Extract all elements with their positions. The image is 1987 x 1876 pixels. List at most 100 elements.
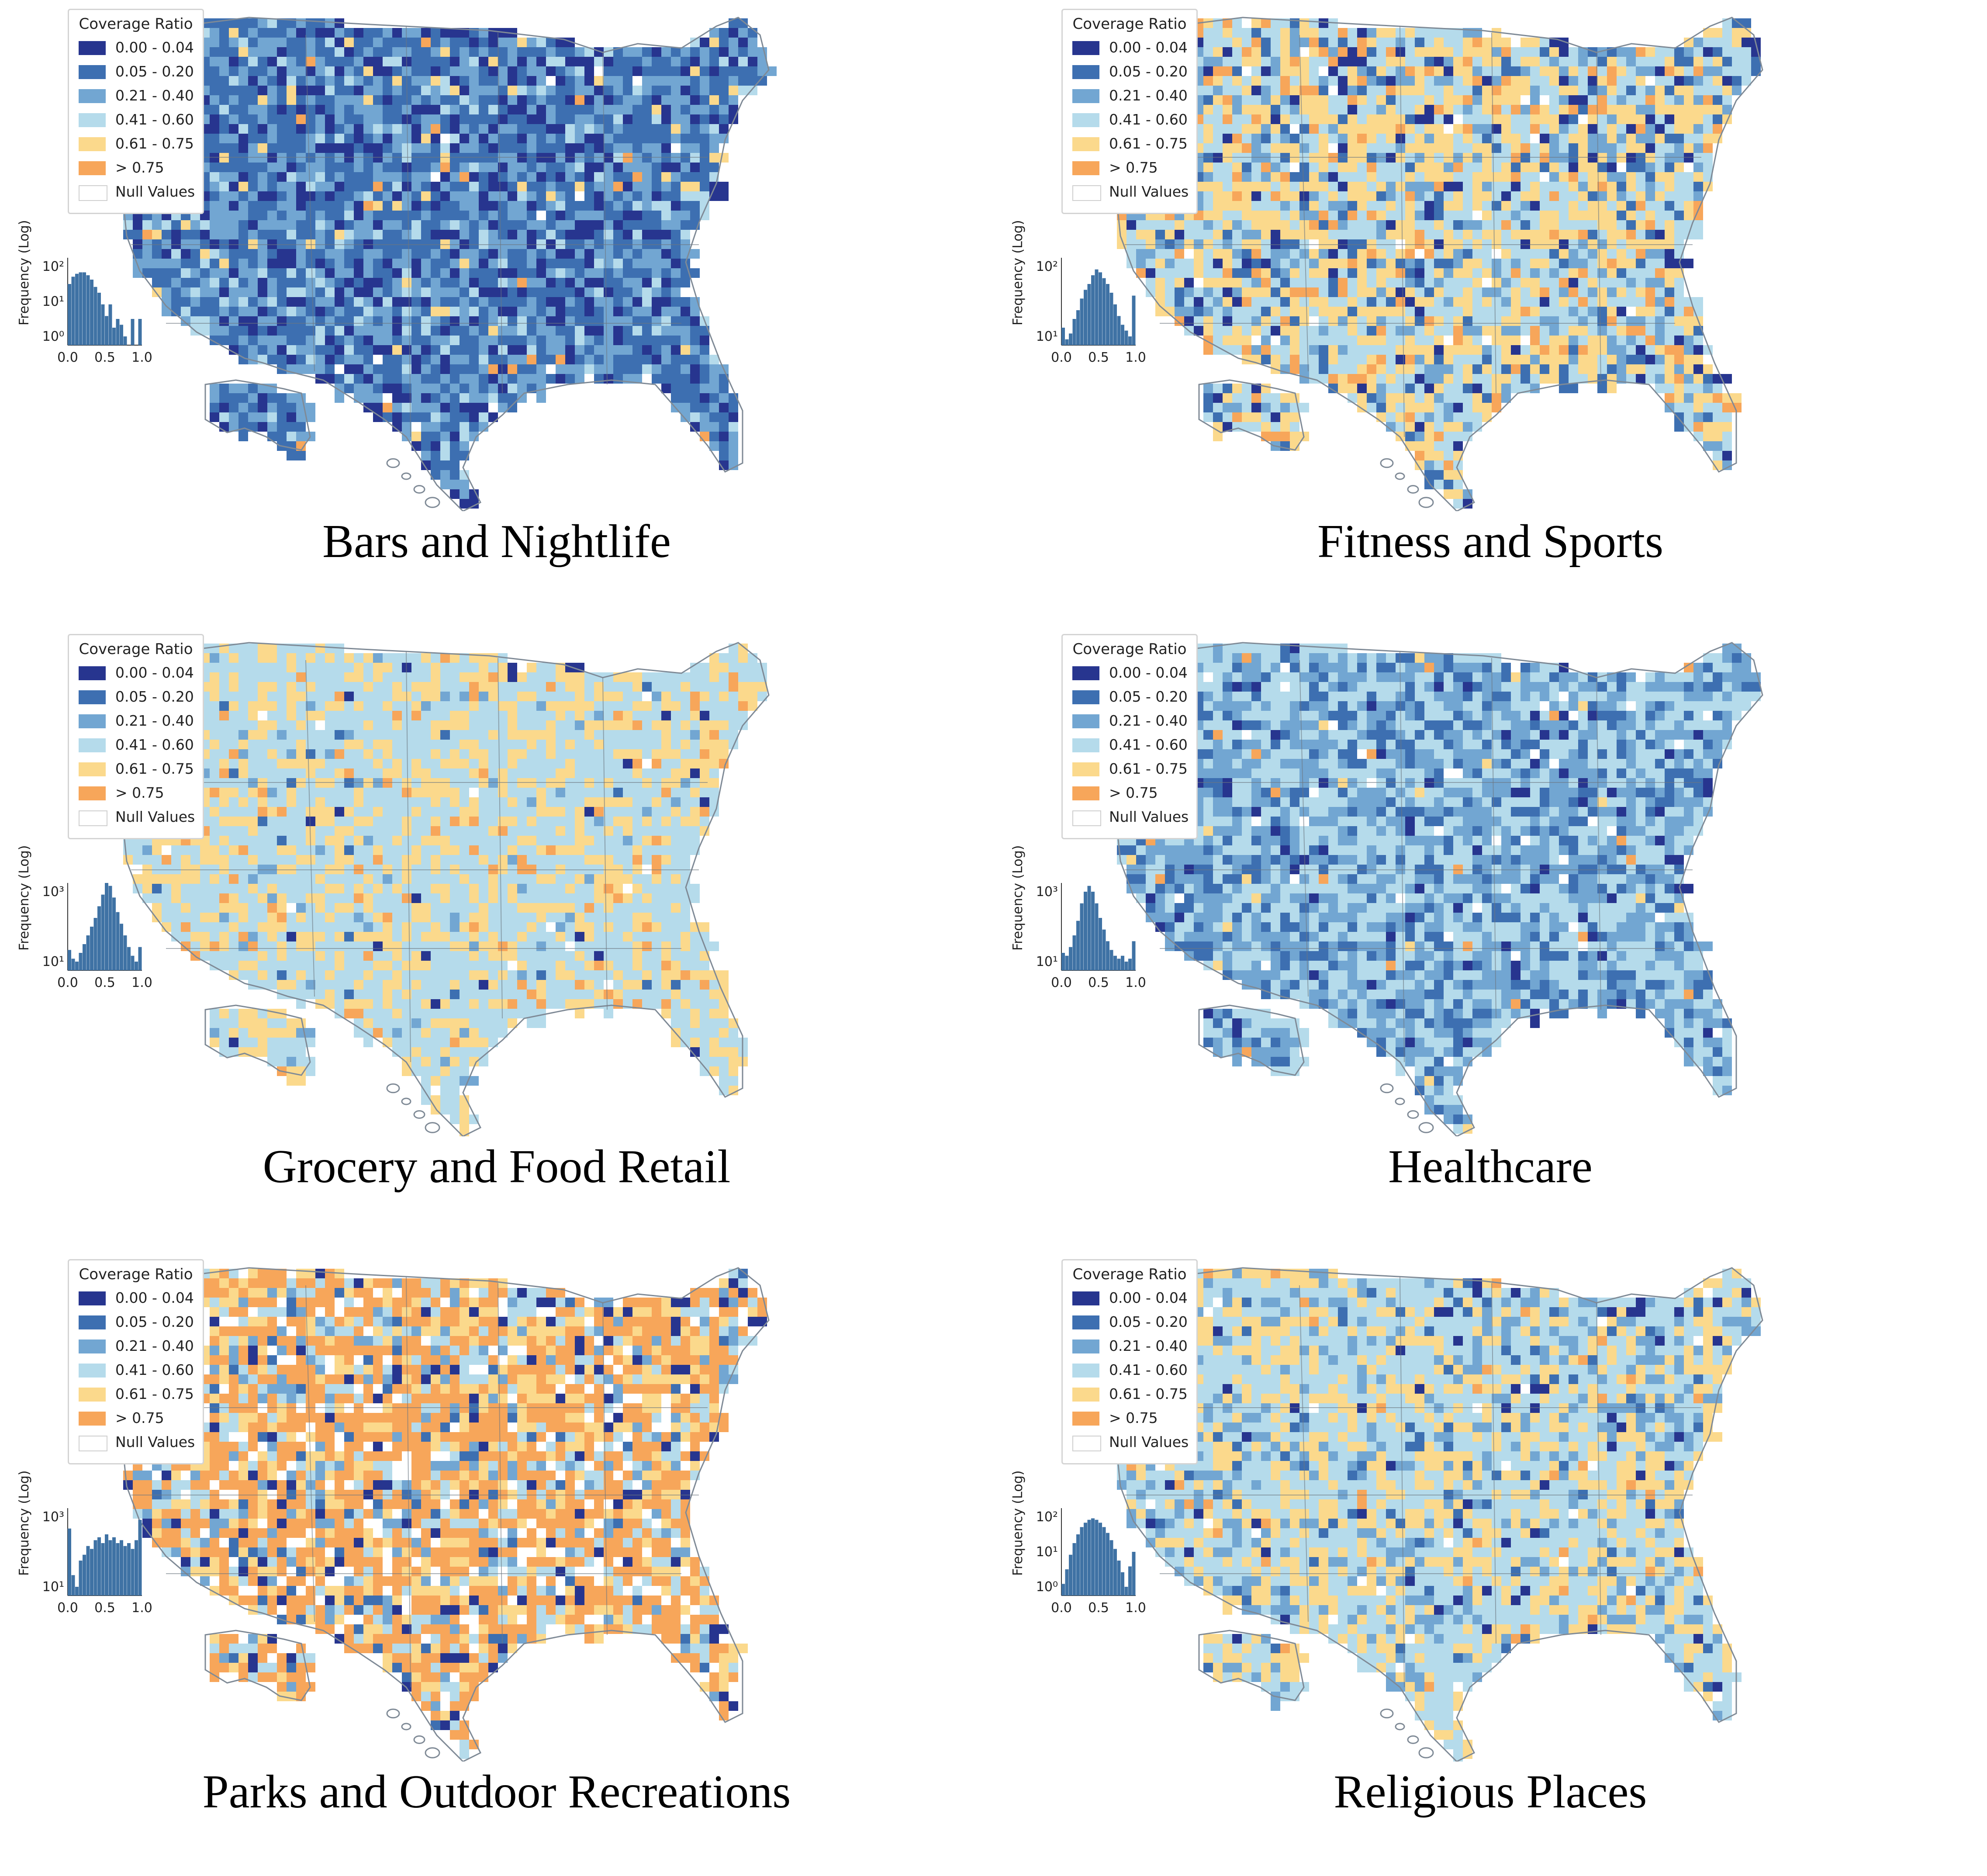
legend-swatch <box>79 714 106 728</box>
state-borders <box>131 26 708 437</box>
histogram-bar <box>1061 953 1065 970</box>
legend-swatch <box>1072 1364 1099 1378</box>
legend-label: 0.05 - 0.20 <box>1109 63 1188 80</box>
us-outline <box>1111 642 1763 1136</box>
legend-swatch <box>79 1388 106 1402</box>
alaska-outline <box>1198 1004 1305 1076</box>
map-panel: Coverage Ratio 0.00 - 0.04 0.05 - 0.20 0.21… <box>0 0 993 625</box>
coverage-histogram: 10² 10¹ 10⁰ 0.0 0.5 1.0 <box>1036 1508 1146 1616</box>
legend-item: Null Values <box>1072 181 1195 203</box>
panel-title: Religious Places <box>1334 1766 1647 1818</box>
coverage-histogram: 10³ 10¹ 0.0 0.5 1.0 <box>42 1508 152 1616</box>
legend-item: 0.41 - 0.60 <box>79 1360 201 1381</box>
legend-item: 0.05 - 0.20 <box>79 686 201 708</box>
histogram-bar <box>1080 903 1084 970</box>
histogram-bar <box>1099 918 1102 970</box>
histogram-bar <box>1069 333 1072 345</box>
legend-label: 0.00 - 0.04 <box>115 39 194 56</box>
legend-swatch <box>1072 65 1099 79</box>
histogram-bar <box>1124 962 1128 970</box>
hawaii-islands <box>386 1708 440 1758</box>
us-outline <box>1111 17 1763 511</box>
histogram-ytick: 10⁰ <box>42 329 64 344</box>
legend-swatch <box>1072 1412 1099 1426</box>
map-panel: Coverage Ratio 0.00 - 0.04 0.05 - 0.20 0.21… <box>994 0 1987 625</box>
histogram-bar <box>75 1587 79 1596</box>
histogram-bar <box>1065 955 1069 970</box>
legend-title: Coverage Ratio <box>79 1266 193 1283</box>
histogram-bar <box>1076 921 1080 970</box>
legend-label: > 0.75 <box>115 159 164 176</box>
legend-item: Null Values <box>1072 1432 1195 1454</box>
us-choropleth-map <box>1107 17 1763 511</box>
histogram-bar <box>86 275 90 345</box>
legend-swatch <box>1072 690 1099 704</box>
coverage-histogram: 10² 10¹ 10⁰ 0.0 0.5 1.0 <box>42 258 152 365</box>
legend-label: 0.41 - 0.60 <box>115 111 194 128</box>
map-panel: Coverage Ratio 0.00 - 0.04 0.05 - 0.20 0.21… <box>994 625 1987 1250</box>
histogram-bar <box>101 304 105 345</box>
legend-label: 0.41 - 0.60 <box>1109 1361 1188 1378</box>
histogram-bar <box>1121 325 1124 345</box>
panel-title: Bars and Nightlife <box>322 516 671 568</box>
histogram-ylabel: Frequency (Log) <box>17 845 32 951</box>
legend-item: 0.21 - 0.40 <box>79 85 201 107</box>
histogram-bar <box>97 1537 101 1596</box>
legend-swatch <box>79 690 106 704</box>
alaska-outline <box>204 1630 311 1701</box>
histogram-ylabel: Frequency (Log) <box>17 220 32 325</box>
legend-swatch <box>1072 113 1099 127</box>
histogram-bar <box>68 284 71 345</box>
hawaii-islands <box>1380 1708 1434 1758</box>
histogram-bar <box>1087 284 1091 345</box>
histogram-ytick: 10³ <box>42 1509 64 1525</box>
histogram-bar <box>1061 1584 1065 1596</box>
histogram-bar <box>93 918 97 970</box>
us-outline <box>117 17 770 511</box>
histogram-bar <box>1084 290 1087 345</box>
legend-label: 0.41 - 0.60 <box>1109 736 1188 753</box>
map-panel: Coverage Ratio 0.00 - 0.04 0.05 - 0.20 0.21… <box>0 625 993 1250</box>
histogram-bar <box>1069 1554 1072 1596</box>
legend-label: 0.21 - 0.40 <box>115 1337 194 1354</box>
coverage-histogram: 10³ 10¹ 0.0 0.5 1.0 <box>42 883 152 990</box>
histogram-ytick: 10¹ <box>42 1579 64 1595</box>
county-cells <box>1107 1269 1761 1762</box>
legend-item: 0.05 - 0.20 <box>1072 1312 1195 1333</box>
legend-label: > 0.75 <box>1109 159 1158 176</box>
legend-item: > 0.75 <box>1072 157 1195 179</box>
histogram-bar <box>86 935 90 970</box>
histogram-ylabel: Frequency (Log) <box>1010 845 1026 951</box>
histogram-bar <box>83 1554 86 1596</box>
histogram-xtick: 1.0 <box>1125 1600 1146 1616</box>
us-choropleth-map <box>114 642 770 1136</box>
legend-swatch <box>79 113 106 127</box>
legend-item: 0.41 - 0.60 <box>1072 734 1195 756</box>
histogram-bar <box>97 906 101 970</box>
legend-label: 0.00 - 0.04 <box>1109 39 1188 56</box>
legend-item: 0.41 - 0.60 <box>79 109 201 131</box>
histogram-bar <box>1080 298 1084 345</box>
panel-title: Fitness and Sports <box>1317 516 1664 568</box>
legend-title: Coverage Ratio <box>1072 640 1187 658</box>
hawaii-islands <box>386 1083 440 1133</box>
histogram-bar <box>1132 941 1136 970</box>
histogram-ylabel: Frequency (Log) <box>1010 220 1026 325</box>
histogram-bar <box>101 894 105 970</box>
legend-swatch <box>79 1364 106 1378</box>
histogram-bar <box>1080 1527 1084 1596</box>
legend-swatch <box>79 738 106 752</box>
legend-item: 0.61 - 0.75 <box>1072 758 1195 780</box>
map-panel: Coverage Ratio 0.00 - 0.04 0.05 - 0.20 0.21… <box>0 1250 993 1876</box>
legend-item: 0.21 - 0.40 <box>1072 85 1195 107</box>
legend-swatch <box>1072 810 1101 826</box>
legend-swatch <box>79 762 106 776</box>
histogram-bar <box>75 962 79 970</box>
histogram-xtick: 0.5 <box>94 350 115 365</box>
legend-item: 0.61 - 0.75 <box>79 133 201 155</box>
histogram-ytick: 10² <box>1036 1509 1058 1525</box>
legend-item: 0.21 - 0.40 <box>79 710 201 732</box>
us-choropleth-map <box>1107 642 1763 1136</box>
legend-swatch <box>1072 137 1099 151</box>
histogram-bar <box>1076 1534 1080 1596</box>
